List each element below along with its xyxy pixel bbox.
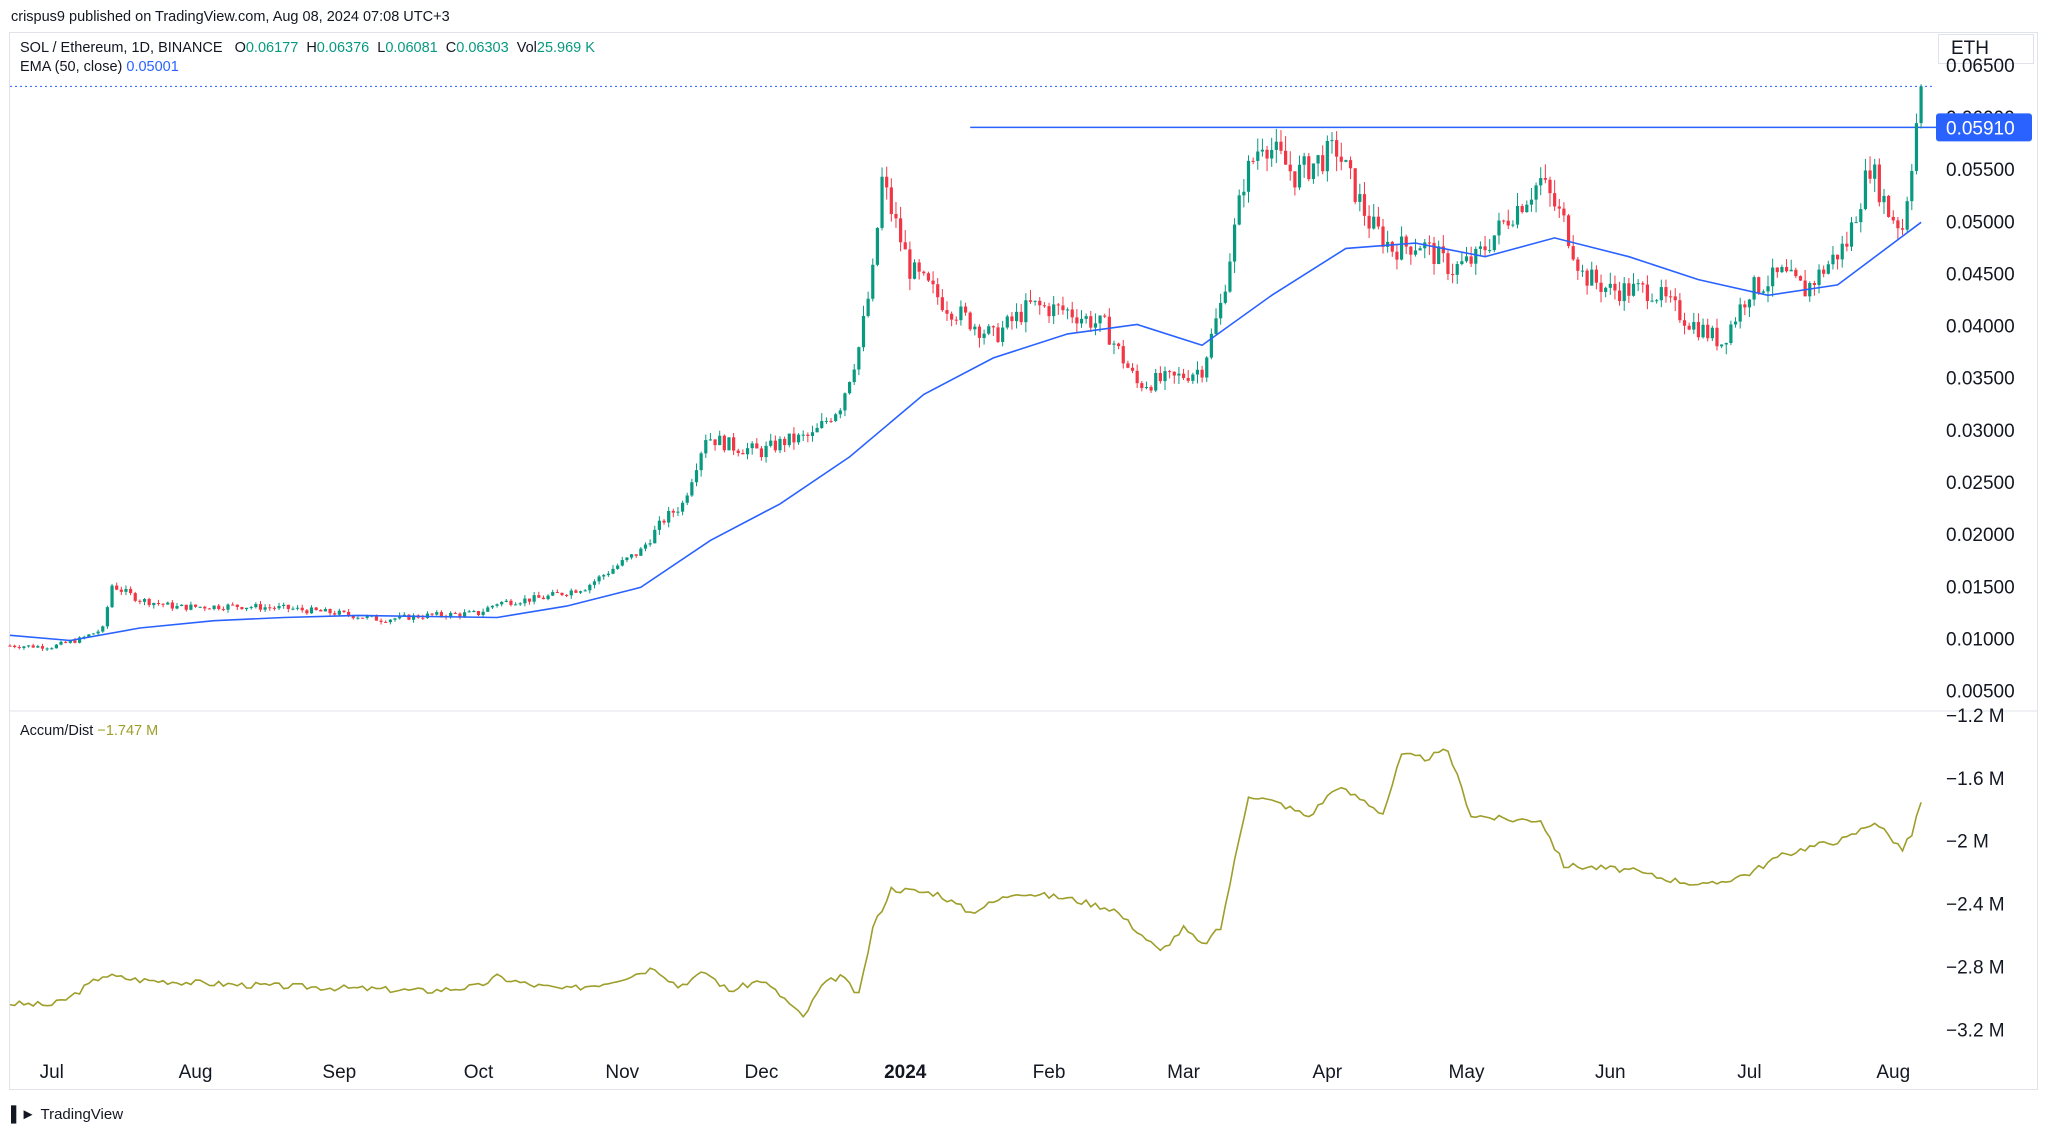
ohlc-legend: SOL / Ethereum, 1D, BINANCE O0.06177 H0.… [20, 40, 595, 56]
ema-label: EMA (50, close) [20, 59, 123, 75]
open-value: 0.06177 [245, 40, 299, 56]
symbol-label: SOL / Ethereum, 1D, BINANCE [20, 40, 223, 56]
chart-frame [9, 32, 2038, 1090]
close-label: C [445, 40, 457, 56]
high-label: H [306, 40, 317, 56]
ema-value: 0.05001 [126, 59, 179, 75]
low-label: L [377, 40, 386, 56]
tradingview-logo-icon: ▌► [11, 1106, 36, 1123]
volume-value: 25.969 K [536, 40, 595, 56]
ad-legend: Accum/Dist −1.747 M [20, 723, 158, 739]
open-label: O [234, 40, 246, 56]
volume-label: Vol [516, 40, 537, 56]
ema-legend: EMA (50, close) 0.05001 [20, 59, 179, 75]
footer-brand-label: TradingView [40, 1106, 124, 1123]
ad-value: −1.747 M [97, 723, 159, 739]
currency-selector[interactable]: ETH [1938, 34, 2034, 64]
publisher-line: crispus9 published on TradingView.com, A… [11, 9, 450, 25]
high-value: 0.06376 [316, 40, 370, 56]
low-value: 0.06081 [385, 40, 438, 56]
close-value: 0.06303 [456, 40, 509, 56]
ad-label: Accum/Dist [20, 723, 94, 739]
footer-brand[interactable]: ▌► TradingView [11, 1106, 123, 1123]
